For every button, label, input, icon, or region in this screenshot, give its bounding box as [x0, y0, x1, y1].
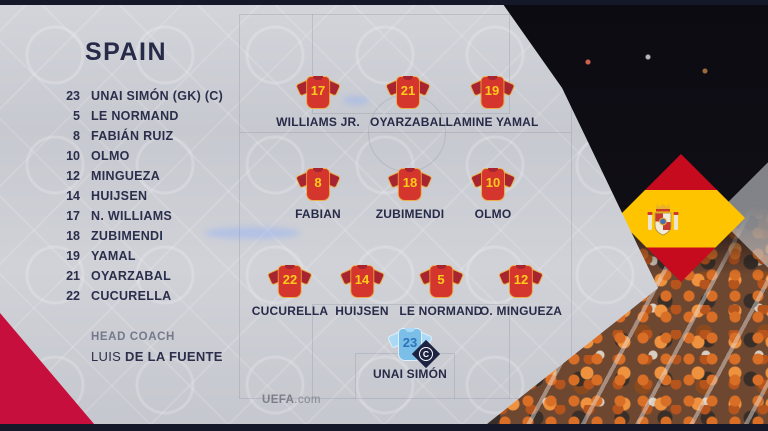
roster-number: 21	[66, 269, 80, 283]
player-name: ZUBIMENDI	[375, 207, 445, 221]
roster-row: 14 HUIJSEN	[30, 186, 223, 206]
roster-row: 21 OYARZABAL	[30, 266, 223, 286]
roster-row: 17 N. WILLIAMS	[30, 206, 223, 226]
formation-unit: 22 CUCURELLA	[252, 265, 328, 318]
roster-number: 10	[66, 149, 80, 163]
player-name: OLMO	[474, 207, 512, 221]
roster-row: 10 OLMO	[30, 146, 223, 166]
formation-unit: 19 LAMINE YAMAL	[445, 76, 538, 129]
roster-name: OLMO	[91, 149, 130, 163]
shirt-number: 5	[437, 272, 445, 287]
shirt-icon: 17	[296, 76, 340, 112]
formation-unit: 5 LE NORMAND	[399, 265, 482, 318]
broadcast-bottom-band	[0, 424, 768, 431]
shirt-number: 22	[282, 272, 298, 287]
player-name: HUIJSEN	[335, 304, 389, 318]
lens-flare	[343, 96, 369, 105]
team-title: SPAIN	[85, 38, 168, 66]
broadcast-top-band	[0, 0, 768, 5]
shirt-icon: 12	[499, 265, 543, 301]
head-coach-name: LUIS DE LA FUENTE	[91, 349, 223, 364]
shirt-number: 8	[314, 175, 322, 190]
player-name: LE NORMAND	[399, 304, 483, 318]
player-name: O. MINGUEZA	[479, 304, 563, 318]
head-coach-last-name: DE LA FUENTE	[125, 349, 223, 364]
formation-unit: 17 WILLIAMS JR.	[276, 76, 360, 129]
roster-name: CUCURELLA	[91, 289, 172, 303]
roster-number: 17	[66, 209, 80, 223]
roster-name: ZUBIMENDI	[91, 229, 164, 243]
roster-list: 23 UNAI SIMÓN (GK) (C) 5 LE NORMAND 8 FABIÁ…	[30, 86, 223, 306]
player-name: FABIAN	[295, 207, 341, 221]
shirt-number: 19	[484, 83, 500, 98]
roster-number: 5	[73, 109, 80, 123]
roster-number: 19	[66, 249, 80, 263]
shirt-number: 17	[310, 83, 326, 98]
shirt-icon: 5	[419, 265, 463, 301]
roster-row: 22 CUCURELLA	[30, 286, 223, 306]
roster-name: N. WILLIAMS	[91, 209, 173, 223]
flag-crest-icon	[647, 203, 679, 236]
shirt-icon: 22	[268, 265, 312, 301]
player-name: LAMINE YAMAL	[445, 115, 539, 129]
roster-number: 18	[66, 229, 80, 243]
player-name: UNAI SIMÓN	[373, 367, 447, 381]
formation-unit: 8 FABIAN	[295, 168, 341, 221]
shirt-number: 21	[400, 83, 416, 98]
roster-number: 23	[66, 89, 80, 103]
head-coach-first-name: LUIS	[91, 349, 122, 364]
roster-row: 18 ZUBIMENDI	[30, 226, 223, 246]
penalty-box-bottom	[312, 304, 510, 399]
roster-name: LE NORMAND	[91, 109, 179, 123]
formation-unit: 10 OLMO	[471, 168, 515, 221]
shirt-number: 14	[354, 272, 370, 287]
lens-flare	[205, 227, 300, 239]
player-name: CUCURELLA	[251, 304, 329, 318]
shirt-icon: 18	[388, 168, 432, 204]
roster-row: 5 LE NORMAND	[30, 106, 223, 126]
roster-row: 12 MINGUEZA	[30, 166, 223, 186]
roster-row: 8 FABIÁN RUIZ	[30, 126, 223, 146]
player-name: WILLIAMS JR.	[276, 115, 360, 129]
player-name: OYARZABAL	[369, 115, 447, 129]
shirt-icon: 19	[470, 76, 514, 112]
shirt-number: 10	[485, 175, 501, 190]
formation-unit: 12 O. MINGUEZA	[480, 265, 562, 318]
shirt-number: 12	[513, 272, 529, 287]
roster-number: 22	[66, 289, 80, 303]
shirt-icon: 8	[296, 168, 340, 204]
formation-unit-goalkeeper: 23 C UNAI SIMÓN	[373, 328, 447, 381]
formation-unit: 18 ZUBIMENDI	[376, 168, 444, 221]
roster-number: 14	[66, 189, 80, 203]
roster-number: 12	[66, 169, 80, 183]
roster-name: YAMAL	[91, 249, 136, 263]
roster-name: OYARZABAL	[91, 269, 172, 283]
formation-unit: 14 HUIJSEN	[335, 265, 389, 318]
roster-row: 23 UNAI SIMÓN (GK) (C)	[30, 86, 223, 106]
uefa-watermark-rest: .com	[294, 394, 321, 406]
formation-unit: 21 OYARZABAL	[370, 76, 446, 129]
shirt-number: 23	[402, 335, 418, 350]
shirt-icon: 21	[386, 76, 430, 112]
roster-name: FABIÁN RUIZ	[91, 129, 174, 143]
roster-number: 8	[73, 129, 80, 143]
uefa-watermark: UEFA.com	[262, 394, 321, 406]
head-coach-label: HEAD COACH	[91, 331, 175, 343]
roster-name: MINGUEZA	[91, 169, 161, 183]
shirt-icon: 10	[471, 168, 515, 204]
roster-row: 19 YAMAL	[30, 246, 223, 266]
roster-name: HUIJSEN	[91, 189, 148, 203]
shirt-icon: 14	[340, 265, 384, 301]
shirt-number: 18	[402, 175, 418, 190]
roster-name: UNAI SIMÓN (GK) (C)	[91, 89, 224, 103]
uefa-watermark-bold: UEFA	[262, 394, 295, 406]
